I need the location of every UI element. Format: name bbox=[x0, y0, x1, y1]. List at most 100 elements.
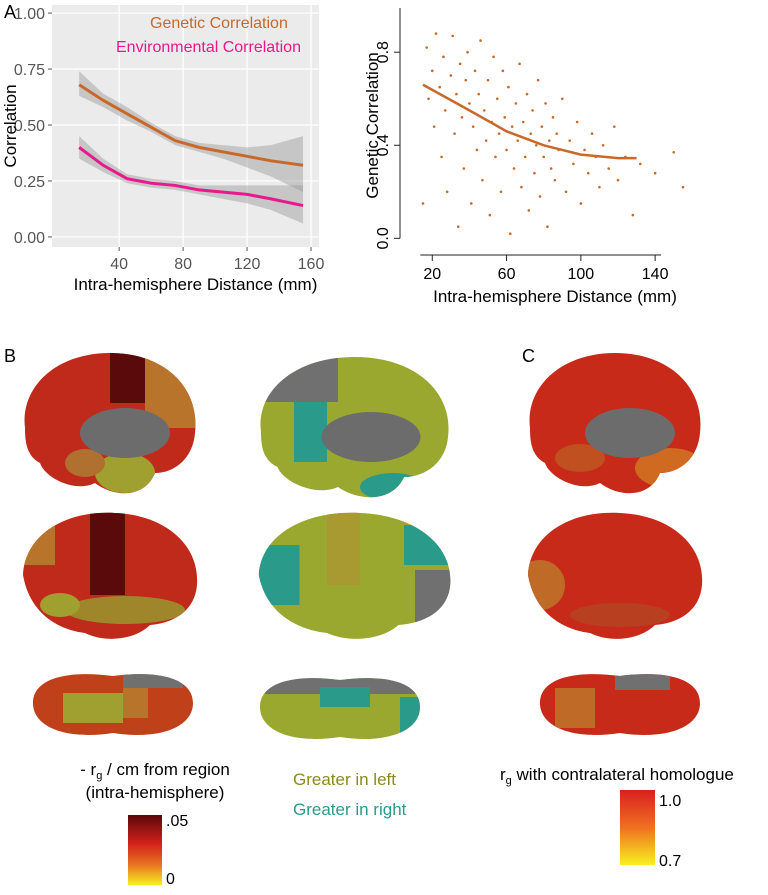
point bbox=[469, 202, 473, 205]
x-tick-label: 60 bbox=[498, 266, 516, 283]
line bbox=[78, 146, 304, 208]
point bbox=[586, 171, 590, 175]
point bbox=[456, 225, 460, 229]
x-tick-label: 120 bbox=[234, 256, 261, 273]
point bbox=[442, 55, 445, 59]
scale-title-part: with contralateral homologue bbox=[512, 765, 734, 784]
point bbox=[534, 143, 538, 147]
scale-title: rg with contralateral homologue bbox=[500, 765, 734, 787]
confidence-band bbox=[79, 136, 304, 224]
point bbox=[484, 139, 488, 142]
panel-label: A bbox=[4, 2, 16, 22]
color-bar-label: 0 bbox=[166, 871, 175, 888]
point bbox=[468, 102, 471, 105]
point bbox=[482, 109, 486, 112]
scale-title-part: / cm from region bbox=[102, 760, 230, 779]
point bbox=[479, 39, 482, 42]
point bbox=[501, 69, 505, 73]
point bbox=[560, 97, 564, 101]
point bbox=[425, 46, 429, 49]
point bbox=[516, 139, 520, 142]
y-tick-label: 0.25 bbox=[14, 174, 45, 191]
brain-b-ventral bbox=[33, 674, 193, 735]
point bbox=[486, 78, 490, 82]
point bbox=[445, 190, 449, 194]
point bbox=[544, 102, 547, 105]
point bbox=[449, 74, 453, 77]
point bbox=[547, 139, 551, 142]
point bbox=[495, 97, 499, 101]
point bbox=[598, 185, 601, 189]
brain-c-ventral bbox=[540, 674, 700, 735]
scale-title-part: - r bbox=[80, 760, 96, 779]
point bbox=[531, 109, 534, 112]
point bbox=[507, 85, 510, 89]
point bbox=[488, 213, 492, 217]
point bbox=[421, 202, 425, 205]
point bbox=[601, 143, 605, 147]
brain-b-lateral bbox=[23, 512, 198, 639]
plot-background bbox=[52, 5, 319, 247]
point bbox=[551, 116, 555, 119]
point bbox=[477, 92, 481, 96]
color-bar-label: 1.0 bbox=[659, 793, 681, 810]
y-tick-label: 0.75 bbox=[14, 62, 45, 79]
brain-b-medial-right bbox=[260, 357, 449, 498]
point bbox=[505, 148, 508, 152]
point bbox=[510, 125, 514, 128]
point bbox=[455, 92, 458, 96]
scale-title-part: r bbox=[500, 765, 506, 784]
point bbox=[549, 167, 553, 170]
point bbox=[523, 155, 527, 159]
point bbox=[503, 116, 507, 119]
color-bar-label: .05 bbox=[166, 813, 188, 830]
point bbox=[568, 139, 572, 142]
legend-label: Environmental Correlation bbox=[116, 39, 301, 56]
panel-label: C bbox=[522, 346, 535, 366]
color-bar-label: 0.7 bbox=[659, 853, 681, 870]
color-bar bbox=[128, 815, 162, 885]
x-tick-label: 100 bbox=[568, 266, 595, 283]
point bbox=[466, 50, 469, 54]
point bbox=[512, 167, 516, 170]
point bbox=[464, 78, 468, 82]
point bbox=[481, 178, 484, 182]
point bbox=[499, 190, 503, 194]
point bbox=[638, 162, 642, 166]
scale-title: - rg / cm from region bbox=[80, 760, 230, 782]
point bbox=[475, 148, 479, 152]
point bbox=[672, 150, 676, 154]
point bbox=[527, 209, 531, 212]
scale-title-sub: g bbox=[506, 775, 512, 787]
y-tick-label: 0.4 bbox=[375, 134, 392, 156]
point bbox=[520, 185, 523, 189]
point bbox=[462, 167, 466, 170]
point bbox=[575, 120, 579, 124]
brain-c-lateral bbox=[528, 512, 703, 639]
color-bar bbox=[620, 790, 655, 865]
brain-b-medial bbox=[24, 353, 196, 494]
y-tick-label: 0.8 bbox=[375, 41, 392, 63]
point bbox=[538, 195, 542, 198]
point bbox=[458, 62, 462, 66]
point bbox=[553, 178, 557, 182]
point bbox=[440, 155, 443, 159]
fit-line bbox=[422, 83, 637, 160]
brain-c-medial bbox=[529, 353, 701, 494]
legend-label: Greater in right bbox=[293, 800, 407, 819]
point bbox=[607, 167, 611, 170]
point bbox=[529, 132, 533, 135]
point bbox=[497, 132, 501, 135]
confidence-band bbox=[79, 71, 304, 193]
point bbox=[564, 190, 568, 194]
point bbox=[432, 125, 436, 128]
point bbox=[473, 69, 477, 73]
y-axis-label: Genetic Correlation bbox=[363, 52, 382, 198]
point bbox=[681, 185, 685, 189]
point bbox=[492, 55, 495, 59]
point bbox=[438, 85, 442, 89]
point bbox=[430, 69, 434, 73]
y-tick-label: 1.00 bbox=[14, 6, 45, 23]
point bbox=[631, 213, 635, 217]
